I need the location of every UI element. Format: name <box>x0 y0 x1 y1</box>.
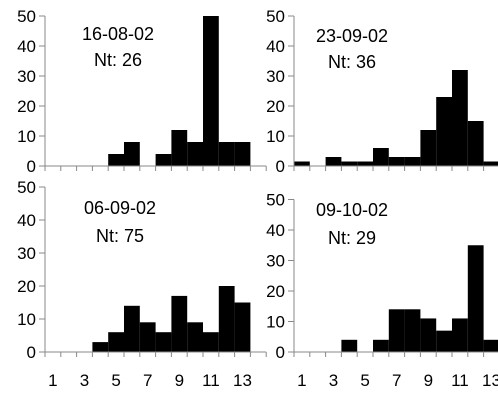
bar <box>420 318 437 352</box>
x-tick-label: 11 <box>451 371 469 390</box>
y-tick-label: 50 <box>17 178 36 197</box>
bar <box>203 16 219 166</box>
y-tick-label: 10 <box>266 313 285 332</box>
y-tick-label: 40 <box>266 221 285 240</box>
x-tick-label: 5 <box>360 371 369 390</box>
panel-date-label: 16-08-02 <box>82 24 154 44</box>
y-tick-label: 0 <box>276 157 285 176</box>
x-tick-label: 7 <box>143 371 152 390</box>
bar <box>452 318 468 352</box>
y-tick-label: 30 <box>266 252 285 271</box>
x-tick-label: 13 <box>233 371 252 390</box>
bar <box>218 142 235 166</box>
y-tick-label: 30 <box>17 67 36 86</box>
bar <box>357 161 373 166</box>
bar <box>467 121 484 166</box>
bar <box>155 332 172 352</box>
y-tick-label: 20 <box>266 282 285 301</box>
bar <box>234 142 251 166</box>
bar <box>404 309 421 352</box>
x-tick-label: 9 <box>175 371 184 390</box>
y-tick-label: 0 <box>276 343 285 362</box>
bar <box>108 154 124 166</box>
bar <box>203 332 219 352</box>
y-tick-label: 40 <box>266 37 285 56</box>
y-tick-label: 20 <box>17 97 36 116</box>
x-tick-label: 1 <box>297 371 306 390</box>
histogram-panel-4: 0 10 20 30 40 50 09-10-02 Nt: 29 <box>266 191 498 362</box>
bar <box>218 286 235 352</box>
bar <box>124 142 140 166</box>
bar <box>171 130 188 166</box>
y-tick-label: 50 <box>17 7 36 26</box>
y-tick-label: 30 <box>17 244 36 263</box>
y-tick-label: 50 <box>266 7 285 26</box>
y-tick-label: 20 <box>17 277 36 296</box>
y-tick-label: 10 <box>266 127 285 146</box>
y-tick-label: 10 <box>17 310 36 329</box>
bar <box>325 157 342 166</box>
bar <box>139 322 156 352</box>
panel-date-label: 06-09-02 <box>84 198 156 218</box>
panel-count-label: Nt: 75 <box>96 226 144 246</box>
x-tick-label: 5 <box>111 371 120 390</box>
bar <box>108 332 124 352</box>
bar <box>404 157 421 166</box>
y-tick-label: 50 <box>266 191 285 210</box>
x-tick-label: 3 <box>80 371 89 390</box>
panel-count-label: Nt: 26 <box>94 50 142 70</box>
y-tick-label: 0 <box>27 343 36 362</box>
bar <box>373 148 389 166</box>
x-tick-labels-right: 1 3 5 7 9 11 13 <box>297 371 498 390</box>
x-tick-label: 9 <box>424 371 433 390</box>
bar <box>388 157 405 166</box>
y-tick-label: 40 <box>17 37 36 56</box>
y-tick-label: 40 <box>17 211 36 230</box>
bar <box>171 295 188 352</box>
x-tick-label: 7 <box>392 371 401 390</box>
x-tick-label: 3 <box>329 371 338 390</box>
bar <box>124 305 140 352</box>
x-tick-label: 13 <box>482 371 498 390</box>
y-tick-label: 30 <box>266 67 285 86</box>
bar <box>155 154 172 166</box>
bar <box>483 161 498 166</box>
histogram-panel-2: 0 10 20 30 40 50 23-09-02 Nt: 36 <box>266 7 498 176</box>
bar <box>436 97 452 166</box>
x-tick-label: 11 <box>202 371 220 390</box>
bar <box>92 342 109 352</box>
x-tick-labels-left: 1 3 5 7 9 11 13 <box>48 371 252 390</box>
x-tick-label: 1 <box>48 371 57 390</box>
bar <box>187 142 203 166</box>
bar <box>294 161 310 166</box>
y-tick-label: 10 <box>17 127 36 146</box>
y-tick-label: 20 <box>266 97 285 116</box>
histogram-panel-3: 0 10 20 30 40 50 06-09-02 Nt: 75 <box>17 178 267 362</box>
bar <box>373 339 389 352</box>
bar <box>467 245 484 352</box>
panel-date-label: 09-10-02 <box>316 200 388 220</box>
bar <box>341 339 358 352</box>
panel-count-label: Nt: 29 <box>328 228 376 248</box>
bar <box>420 130 437 166</box>
panel-count-label: Nt: 36 <box>328 52 376 72</box>
bar <box>341 161 358 166</box>
bar <box>436 330 452 352</box>
bar <box>483 339 498 352</box>
y-tick-label: 0 <box>27 157 36 176</box>
panel-date-label: 23-09-02 <box>316 26 388 46</box>
bar <box>187 322 203 352</box>
histogram-panel-1: 0 10 20 30 40 50 16-08-02 Nt: 26 <box>17 7 267 176</box>
bar <box>234 302 251 352</box>
bar <box>388 309 405 352</box>
bar <box>452 70 468 166</box>
